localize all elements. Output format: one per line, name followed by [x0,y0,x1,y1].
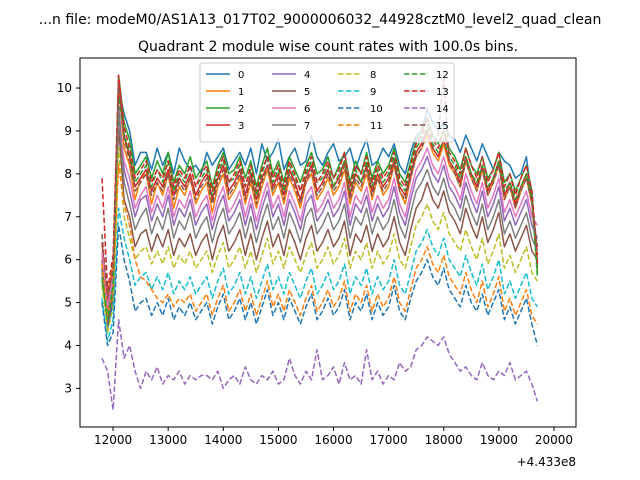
legend-label-14: 14 [436,104,449,115]
legend-label-3: 3 [238,121,244,132]
series-line-8 [101,147,539,334]
x-tick-label: 20000 [535,433,573,447]
series-line-12 [101,95,539,321]
x-tick-label: 13000 [149,433,187,447]
legend-label-2: 2 [238,104,244,115]
axes-frame [79,57,577,428]
series-line-15 [101,74,539,300]
figure-suptitle: ...n file: modeM0/AS1A13_017T02_90000060… [39,12,602,28]
series-line-5 [101,125,539,325]
legend-label-0: 0 [238,70,244,81]
series-line-1 [101,82,539,295]
y-tick-label: 5 [64,296,72,310]
legend-label-12: 12 [436,70,449,81]
series-line-9 [101,207,539,342]
plot-area [101,74,539,411]
legend-label-5: 5 [304,87,310,98]
series-line-7 [101,108,539,317]
y-tick-label: 10 [57,81,72,95]
y-tick-label: 4 [64,338,72,352]
legend-label-1: 1 [238,87,244,98]
series-line-6 [101,117,539,308]
series-line-0 [101,87,539,330]
y-axis: 3 4 5 6 7 8 9 10 [57,81,80,395]
x-tick-label: 17000 [370,433,408,447]
x-tick-label: 16000 [314,433,352,447]
y-tick-label: 6 [64,253,72,267]
x-tick-label: 12000 [94,433,132,447]
y-tick-label: 7 [64,210,72,224]
legend-label-13: 13 [436,87,449,98]
y-tick-label: 3 [64,381,72,395]
x-tick-label: 18000 [425,433,463,447]
series-line-10 [101,224,539,347]
series-line-14 [101,318,539,411]
legend-label-15: 15 [436,121,449,132]
x-tick-label: 19000 [480,433,518,447]
chart-title: Quadrant 2 module wise count rates with … [138,39,518,55]
series-line-4 [101,104,539,312]
y-tick-label: 8 [64,167,72,181]
legend-label-9: 9 [370,87,376,98]
series-line-3 [101,78,539,304]
legend-label-6: 6 [304,104,310,115]
x-offset-label: +4.433e8 [517,455,576,469]
legend-box [199,62,455,143]
series-line-11 [101,164,539,325]
legend-label-8: 8 [370,70,376,81]
y-tick-label: 9 [64,124,72,138]
x-axis: 12000 13000 14000 15000 16000 17000 18000 19000… [94,427,573,447]
legend-label-10: 10 [370,104,383,115]
legend-label-11: 11 [370,121,383,132]
x-tick-label: 14000 [204,433,242,447]
legend-label-4: 4 [304,70,310,81]
legend-label-7: 7 [304,121,310,132]
series-line-13 [101,74,539,291]
x-tick-label: 15000 [259,433,297,447]
